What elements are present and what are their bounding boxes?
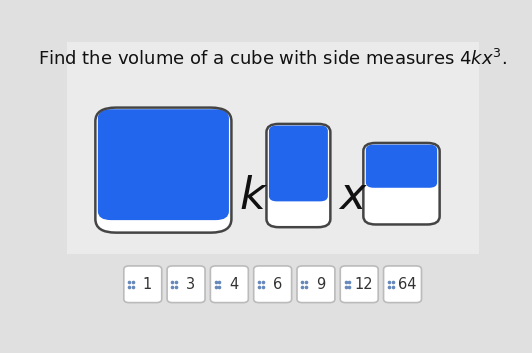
Text: 3: 3 (186, 277, 195, 292)
FancyBboxPatch shape (95, 108, 231, 233)
FancyBboxPatch shape (384, 266, 421, 303)
Text: 1: 1 (143, 277, 152, 292)
FancyBboxPatch shape (210, 266, 248, 303)
FancyBboxPatch shape (98, 109, 229, 220)
FancyBboxPatch shape (267, 124, 330, 227)
Text: 12: 12 (354, 277, 373, 292)
FancyBboxPatch shape (340, 266, 378, 303)
Text: 4: 4 (229, 277, 238, 292)
Text: 6: 6 (272, 277, 282, 292)
FancyBboxPatch shape (269, 126, 328, 201)
Text: $k$: $k$ (239, 174, 269, 217)
FancyBboxPatch shape (254, 266, 292, 303)
FancyBboxPatch shape (66, 255, 479, 314)
FancyBboxPatch shape (124, 266, 162, 303)
Text: 9: 9 (316, 277, 325, 292)
Text: 64: 64 (398, 277, 417, 292)
FancyBboxPatch shape (366, 145, 437, 188)
Text: Find the volume of a cube with side measures $4kx^3$.: Find the volume of a cube with side meas… (38, 49, 507, 69)
FancyBboxPatch shape (363, 143, 439, 225)
Text: $x$: $x$ (338, 174, 368, 217)
FancyBboxPatch shape (167, 266, 205, 303)
FancyBboxPatch shape (66, 42, 479, 255)
FancyBboxPatch shape (297, 266, 335, 303)
